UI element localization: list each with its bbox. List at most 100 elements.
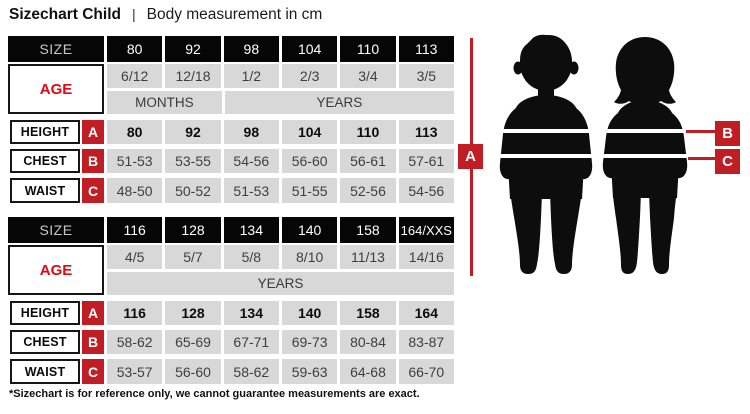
height-cell: 134 [223,301,279,325]
height-cell: 80 [107,120,163,144]
chest-label-col: CHEST B [8,330,104,354]
marker-a-badge: A [82,120,104,144]
size-header: SIZE [8,36,104,62]
age-header-box: AGE [8,64,104,114]
waist-cell: 52-56 [340,178,396,203]
age-cell: 12/18 [165,64,221,88]
waist-cell: 58-62 [223,359,279,384]
chest-cell: 56-60 [281,149,338,173]
chest-cell: 54-56 [223,149,279,173]
waist-cell: 59-63 [281,359,338,384]
age-header-box: AGE [8,245,104,295]
waist-measure-line [688,157,716,160]
chest-cell: 67-71 [223,330,279,354]
size-cell: 140 [281,217,338,243]
age-cell: 3/5 [398,64,454,88]
height-cell: 116 [107,301,163,325]
size-cell: 98 [223,36,279,62]
months-cell: MONTHS [107,91,222,114]
age-units-row: YEARS [8,272,454,295]
size-cell: 110 [340,36,396,62]
height-cell: 158 [340,301,396,325]
size-cell: 104 [281,36,338,62]
chest-cell: 51-53 [107,149,163,173]
size-cell: 80 [107,36,163,62]
chest-label-col: CHEST B [8,149,104,173]
age-values-row: 4/5 5/7 5/8 8/10 11/13 14/16 [8,245,454,269]
disclaimer-footnote: *Sizechart is for reference only, we can… [9,388,420,400]
waist-measure-stripe [493,154,692,158]
size-header: SIZE [8,217,104,243]
age-cell: 4/5 [107,245,163,269]
size-cell: 92 [165,36,221,62]
waist-cell: 51-55 [281,178,338,203]
size-cell: 128 [165,217,221,243]
height-cell: 110 [340,120,396,144]
chest-row: CHEST B 51-53 53-55 54-56 56-60 56-61 57… [8,149,454,173]
figure-marker-b: B [715,121,740,146]
age-cell: 6/12 [107,64,163,88]
chest-cell: 65-69 [165,330,221,354]
sizechart-table-small: SIZE 80 92 98 104 110 113 6/12 12/18 1/2… [8,36,454,203]
figure-marker-a: A [458,144,483,169]
size-cell: 134 [223,217,279,243]
chest-cell: 53-55 [165,149,221,173]
chest-cell: 57-61 [398,149,454,173]
waist-cell: 48-50 [107,178,163,203]
chest-label: CHEST [10,330,80,354]
chest-cell: 58-62 [107,330,163,354]
title-subtitle: Body measurement in cm [146,6,323,23]
waist-cell: 66-70 [398,359,454,384]
age-cell: 14/16 [398,245,454,269]
waist-cell: 53-57 [107,359,163,384]
page-title: Sizechart Child | Body measurement in cm [9,6,322,24]
waist-row: WAIST C 48-50 50-52 51-53 51-55 52-56 54… [8,178,454,203]
boy-silhouette-icon [499,34,593,274]
height-label-col: HEIGHT A [8,120,104,144]
waist-label-col: WAIST C [8,178,104,203]
height-cell: 98 [223,120,279,144]
height-cell: 164 [398,301,454,325]
chest-cell: 56-61 [340,149,396,173]
years-cell: YEARS [224,91,454,114]
size-cell: 164/XXS [398,217,454,243]
chest-measure-stripe [493,129,692,133]
waist-cell: 50-52 [165,178,221,203]
height-label-col: HEIGHT A [8,301,104,325]
size-row: SIZE 80 92 98 104 110 113 [8,36,454,62]
sizechart-table-large: SIZE 116 128 134 140 158 164/XXS 4/5 5/7… [8,217,454,384]
chest-cell: 80-84 [340,330,396,354]
age-cell: 8/10 [281,245,338,269]
waist-label: WAIST [10,178,80,203]
age-units-row: MONTHS YEARS [8,91,454,114]
height-label: HEIGHT [10,120,80,144]
chest-cell: 83-87 [398,330,454,354]
years-cell: YEARS [107,272,454,295]
height-cell: 92 [165,120,221,144]
age-cell: 11/13 [340,245,396,269]
chest-row: CHEST B 58-62 65-69 67-71 69-73 80-84 83… [8,330,454,354]
waist-label: WAIST [10,359,80,384]
age-cell: 5/7 [165,245,221,269]
waist-cell: 64-68 [340,359,396,384]
height-row: HEIGHT A 80 92 98 104 110 113 [8,120,454,144]
marker-b-badge: B [82,330,104,354]
height-cell: 104 [281,120,338,144]
marker-a-badge: A [82,301,104,325]
title-separator: | [131,6,136,22]
waist-label-col: WAIST C [8,359,104,384]
title-main: Sizechart Child [9,6,121,23]
figure-marker-c: C [715,149,740,174]
age-cell: 3/4 [340,64,396,88]
chest-cell: 69-73 [281,330,338,354]
waist-cell: 51-53 [223,178,279,203]
marker-b-badge: B [82,149,104,173]
chest-measure-line [686,130,716,133]
age-values-row: 6/12 12/18 1/2 2/3 3/4 3/5 [8,64,454,88]
height-cell: 140 [281,301,338,325]
chest-label: CHEST [10,149,80,173]
age-cell: 1/2 [223,64,279,88]
marker-c-badge: C [82,178,104,203]
waist-cell: 56-60 [165,359,221,384]
